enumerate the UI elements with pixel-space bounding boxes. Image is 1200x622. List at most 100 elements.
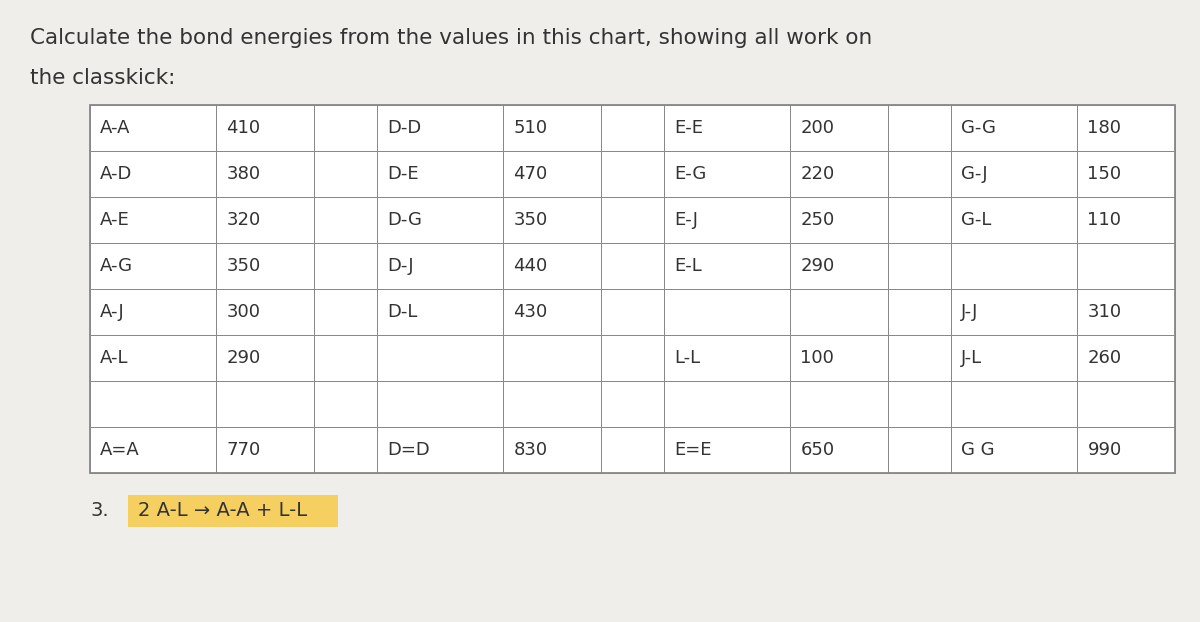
Bar <box>1078 381 1175 427</box>
Bar <box>314 289 377 335</box>
Bar <box>664 289 791 335</box>
Text: 310: 310 <box>1087 303 1122 321</box>
Text: A-L: A-L <box>100 349 128 367</box>
Bar <box>90 381 216 427</box>
Text: 150: 150 <box>1087 165 1122 183</box>
Text: A=A: A=A <box>100 441 139 459</box>
Bar <box>664 243 791 289</box>
Bar <box>216 335 314 381</box>
Bar <box>314 151 377 197</box>
Bar <box>314 335 377 381</box>
Bar <box>791 197 888 243</box>
Text: 290: 290 <box>227 349 260 367</box>
Text: 350: 350 <box>514 211 547 229</box>
Bar <box>791 427 888 473</box>
Text: D-J: D-J <box>388 257 414 275</box>
Text: 290: 290 <box>800 257 835 275</box>
Text: 650: 650 <box>800 441 834 459</box>
Bar <box>377 105 503 151</box>
Text: G-J: G-J <box>961 165 988 183</box>
Bar <box>377 243 503 289</box>
Bar <box>503 243 601 289</box>
Bar <box>90 335 216 381</box>
Bar <box>503 335 601 381</box>
Text: J-L: J-L <box>961 349 983 367</box>
Bar <box>888 289 952 335</box>
Bar <box>1078 335 1175 381</box>
Text: E-E: E-E <box>674 119 703 137</box>
Bar <box>1078 427 1175 473</box>
Bar <box>888 381 952 427</box>
Bar <box>888 335 952 381</box>
Text: 440: 440 <box>514 257 547 275</box>
Text: A-G: A-G <box>100 257 133 275</box>
Bar <box>377 289 503 335</box>
Bar <box>1078 151 1175 197</box>
Bar <box>888 197 952 243</box>
Text: G G: G G <box>961 441 995 459</box>
Text: 110: 110 <box>1087 211 1122 229</box>
Text: 990: 990 <box>1087 441 1122 459</box>
Text: 2 A-L → A-A + L-L: 2 A-L → A-A + L-L <box>138 501 307 521</box>
Text: 300: 300 <box>227 303 260 321</box>
Bar <box>90 427 216 473</box>
Bar <box>791 105 888 151</box>
Bar <box>664 335 791 381</box>
Bar <box>1078 289 1175 335</box>
Text: A-E: A-E <box>100 211 130 229</box>
Bar <box>888 105 952 151</box>
Bar <box>952 243 1078 289</box>
Bar <box>791 243 888 289</box>
Bar <box>314 243 377 289</box>
Bar <box>216 105 314 151</box>
Bar <box>664 197 791 243</box>
Bar <box>128 495 338 527</box>
Bar <box>952 381 1078 427</box>
Bar <box>601 105 664 151</box>
Bar <box>377 335 503 381</box>
Bar <box>791 381 888 427</box>
Bar <box>90 243 216 289</box>
Text: E-G: E-G <box>674 165 707 183</box>
Bar <box>503 427 601 473</box>
Bar <box>377 151 503 197</box>
Bar <box>216 381 314 427</box>
Bar <box>952 289 1078 335</box>
Bar <box>888 427 952 473</box>
Bar <box>1078 197 1175 243</box>
Bar <box>601 197 664 243</box>
Bar <box>90 289 216 335</box>
Text: E-J: E-J <box>674 211 698 229</box>
Bar <box>664 105 791 151</box>
Bar <box>314 197 377 243</box>
Bar <box>216 151 314 197</box>
Bar <box>216 243 314 289</box>
Text: 350: 350 <box>227 257 260 275</box>
Text: 220: 220 <box>800 165 835 183</box>
Bar <box>1078 105 1175 151</box>
Bar <box>216 289 314 335</box>
Bar <box>791 289 888 335</box>
Bar <box>90 105 1175 473</box>
Text: D-E: D-E <box>388 165 419 183</box>
Bar <box>503 151 601 197</box>
Bar <box>601 427 664 473</box>
Bar <box>503 289 601 335</box>
Bar <box>314 105 377 151</box>
Bar <box>888 151 952 197</box>
Text: E=E: E=E <box>674 441 712 459</box>
Bar <box>216 427 314 473</box>
Bar <box>90 151 216 197</box>
Text: 200: 200 <box>800 119 834 137</box>
Bar <box>503 197 601 243</box>
Bar <box>1078 243 1175 289</box>
Text: L-L: L-L <box>674 349 700 367</box>
Bar <box>503 381 601 427</box>
Bar <box>952 151 1078 197</box>
Text: 470: 470 <box>514 165 547 183</box>
Text: D-D: D-D <box>388 119 421 137</box>
Bar <box>90 105 216 151</box>
Bar <box>791 151 888 197</box>
Text: 3.: 3. <box>90 501 109 521</box>
Text: E-L: E-L <box>674 257 702 275</box>
